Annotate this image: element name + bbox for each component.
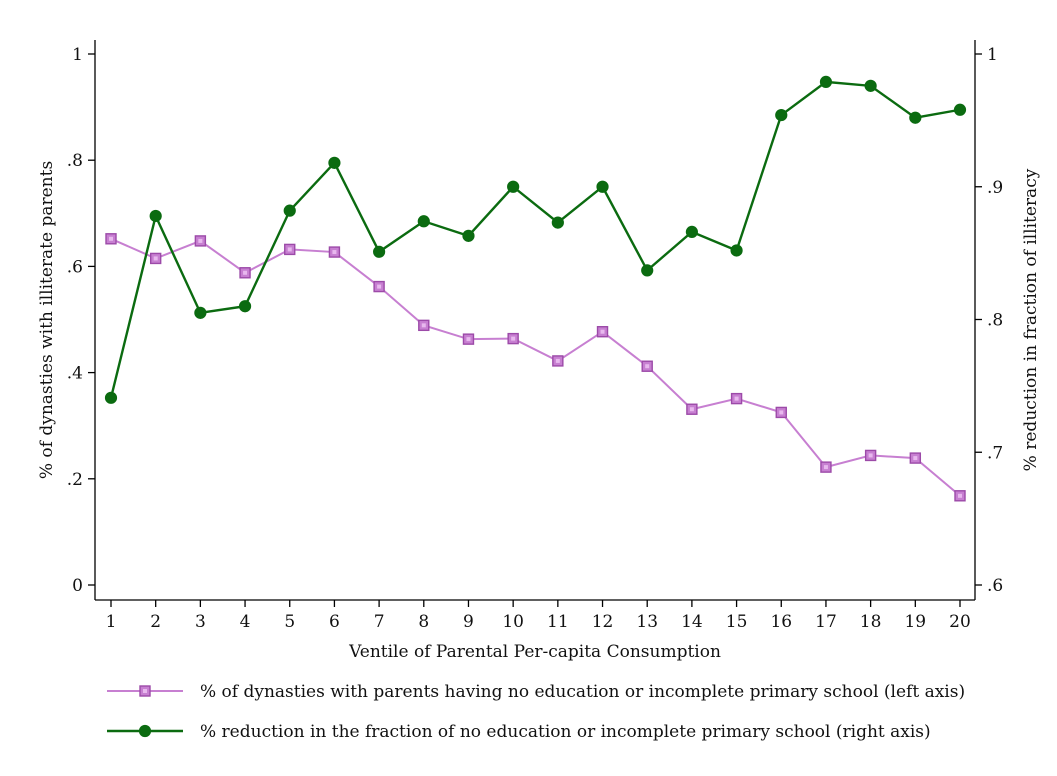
x-tick-label: 18 <box>860 612 882 632</box>
series-1-point <box>105 233 117 245</box>
x-tick-label: 5 <box>284 612 295 632</box>
axes: 0.2.4.6.81.6.7.8.911 2 3 4 5 6 7 8 9 10 11 12 13 14 15… <box>67 40 1003 632</box>
series-1-point <box>462 333 475 345</box>
right-y-tick-label: .9 <box>987 178 1003 198</box>
series-2-point <box>730 244 743 257</box>
series-1-point <box>418 319 430 332</box>
x-tick-label: 6 <box>329 612 340 632</box>
series-1-point <box>373 280 385 293</box>
x-tick-label: 19 <box>904 612 926 632</box>
x-axis-title: Ventile of Parental Per-capita Consumpti… <box>348 642 721 662</box>
series-2-point <box>507 180 520 193</box>
series-1-point <box>730 392 743 405</box>
series-2-point <box>328 156 341 169</box>
series-2-point <box>864 79 877 92</box>
x-tick-label: 4 <box>240 612 251 632</box>
left-y-axis-title: % of dynasties with illiterate parents <box>37 161 57 479</box>
x-tick-label: 9 <box>463 612 474 632</box>
series-2-point <box>149 209 162 223</box>
series-1-point <box>686 403 698 415</box>
legend: % of dynasties with parents having no ed… <box>107 682 965 742</box>
right-y-tick-label: .7 <box>987 443 1003 463</box>
series-2-point <box>819 75 833 88</box>
legend-swatch-marker <box>138 724 152 738</box>
series-2-point <box>373 245 386 258</box>
series-1-point <box>239 267 251 279</box>
x-tick-label: 7 <box>374 612 385 632</box>
left-y-tick-label: .6 <box>67 257 83 277</box>
series-1-point <box>820 461 832 473</box>
legend-item-1: % of dynasties with parents having no ed… <box>107 682 965 702</box>
series-2 <box>104 75 967 404</box>
x-tick-label: 17 <box>815 612 837 632</box>
series-2-point <box>238 300 252 313</box>
left-y-tick-label: 0 <box>72 576 83 596</box>
series-2-point <box>641 264 654 277</box>
series-2-point <box>685 225 698 238</box>
series-1-point <box>328 246 341 258</box>
series-1-point <box>909 452 922 464</box>
series-2-point <box>551 216 564 229</box>
legend-item-2: % reduction in the fraction of no educat… <box>107 722 931 742</box>
x-tick-label: 10 <box>502 612 524 632</box>
x-tick-label: 15 <box>726 612 748 632</box>
series-1-point <box>864 449 877 462</box>
series-2-point <box>283 204 296 217</box>
x-tick-label: 8 <box>418 612 429 632</box>
x-tick-label: 14 <box>681 612 703 632</box>
right-y-tick-label: .8 <box>987 311 1003 331</box>
series-2-point <box>194 306 207 319</box>
x-tick-label: 13 <box>636 612 658 632</box>
series-1-point <box>775 406 787 419</box>
x-tick-label: 12 <box>592 612 614 632</box>
left-y-tick-label: .2 <box>67 470 83 490</box>
legend-swatch-marker <box>139 685 151 697</box>
series-2-point <box>417 215 430 228</box>
series-2-point <box>462 229 475 242</box>
series-layer <box>104 75 967 502</box>
series-1-point <box>552 355 564 367</box>
legend-label: % of dynasties with parents having no ed… <box>200 682 965 702</box>
x-tick-label: 1 <box>106 612 117 632</box>
series-2-point <box>909 111 922 124</box>
series-2-point <box>104 391 118 404</box>
series-1 <box>105 233 966 502</box>
series-1-point <box>284 243 296 256</box>
x-tick-label: 11 <box>547 612 569 632</box>
series-2-point <box>775 108 788 122</box>
right-y-axis-title: % reduction in fraction of illiteracy <box>1021 168 1041 471</box>
series-1-line <box>110 237 961 497</box>
x-tick-label: 16 <box>770 612 792 632</box>
left-y-tick-label: .4 <box>67 364 83 384</box>
series-2-point <box>953 103 967 116</box>
left-y-tick-label: .8 <box>67 151 83 171</box>
series-1-point <box>641 360 653 372</box>
left-y-tick-label: 1 <box>72 45 83 65</box>
series-1-point <box>596 326 609 338</box>
x-tick-label: 20 <box>949 612 971 632</box>
right-y-tick-label: 1 <box>987 45 998 65</box>
x-tick-label: 3 <box>195 612 206 632</box>
x-tick-label: 2 <box>150 612 161 632</box>
series-1-point <box>507 332 519 345</box>
series-1-point <box>194 235 207 247</box>
right-y-tick-label: .6 <box>987 576 1003 596</box>
legend-label: % reduction in the fraction of no educat… <box>200 722 931 742</box>
series-1-point <box>149 252 162 265</box>
series-2-line <box>109 80 961 399</box>
series-2-point <box>596 180 609 193</box>
series-1-point <box>954 490 966 502</box>
